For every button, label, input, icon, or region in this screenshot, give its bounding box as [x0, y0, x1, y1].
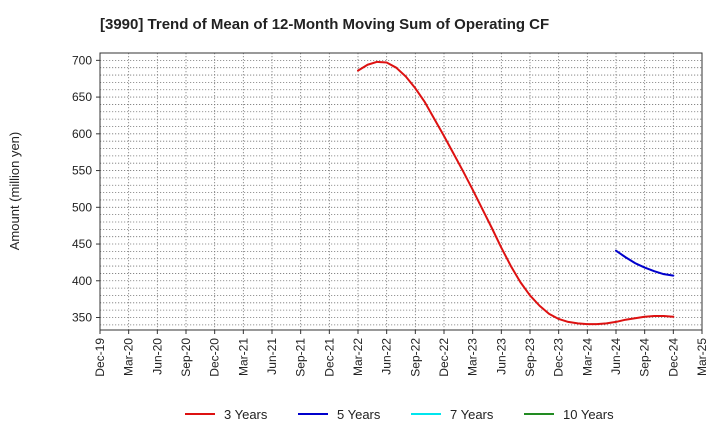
- x-tick-label: Sep-23: [523, 338, 537, 377]
- x-tick-label: Sep-24: [638, 338, 652, 377]
- x-tick-label: Dec-24: [666, 338, 680, 377]
- series-line-5-years: [615, 249, 675, 277]
- legend: 3 Years 5 Years 7 Years 10 Years: [185, 407, 614, 422]
- x-tick-label: Dec-23: [552, 338, 566, 377]
- x-tick-label: Sep-21: [294, 338, 308, 377]
- x-tick-label: Dec-21: [322, 338, 336, 377]
- x-axis-ticks: Dec-19 Mar-20 Jun-20 Sep-20 Dec-20 Mar-21 Jun-…: [93, 330, 709, 377]
- chart-title: [3990] Trend of Mean of 12-Month Moving …: [100, 16, 549, 33]
- y-tick-label: 400: [72, 274, 92, 288]
- x-tick-label: Jun-22: [380, 338, 394, 375]
- x-tick-label: Mar-21: [236, 338, 250, 376]
- x-tick-label: Sep-20: [179, 338, 193, 377]
- y-tick-label: 700: [72, 53, 92, 67]
- x-tick-label: Sep-22: [408, 338, 422, 377]
- legend-label-5-years: 5 Years: [337, 407, 381, 422]
- series-lines: [357, 60, 675, 326]
- x-tick-label: Jun-20: [150, 338, 164, 375]
- x-tick-label: Mar-23: [466, 338, 480, 376]
- x-tick-label: Jun-23: [494, 338, 508, 375]
- plot-frame: [99, 52, 703, 331]
- x-tick-label: Dec-19: [93, 338, 107, 377]
- grid-lines: [99, 52, 703, 330]
- x-tick-label: Jun-21: [265, 338, 279, 375]
- x-tick-label: Mar-20: [122, 338, 136, 376]
- x-tick-label: Mar-22: [351, 338, 365, 376]
- y-tick-label: 350: [72, 311, 92, 325]
- x-tick-label: Mar-25: [695, 338, 709, 376]
- y-axis-ticks: 350 400 450 500 550 600 650 700: [72, 53, 100, 325]
- y-tick-label: 450: [72, 237, 92, 251]
- x-tick-label: Jun-24: [609, 338, 623, 375]
- series-line-3-years: [357, 60, 675, 326]
- legend-label-7-years: 7 Years: [450, 407, 494, 422]
- y-tick-label: 600: [72, 127, 92, 141]
- y-tick-label: 650: [72, 90, 92, 104]
- x-tick-label: Dec-20: [208, 338, 222, 377]
- y-tick-label: 550: [72, 164, 92, 178]
- x-tick-label: Dec-22: [437, 338, 451, 377]
- x-tick-label: Mar-24: [580, 338, 594, 376]
- y-axis-label: Amount (million yen): [7, 132, 22, 251]
- legend-label-10-years: 10 Years: [563, 407, 614, 422]
- y-tick-label: 500: [72, 200, 92, 214]
- legend-label-3-years: 3 Years: [224, 407, 268, 422]
